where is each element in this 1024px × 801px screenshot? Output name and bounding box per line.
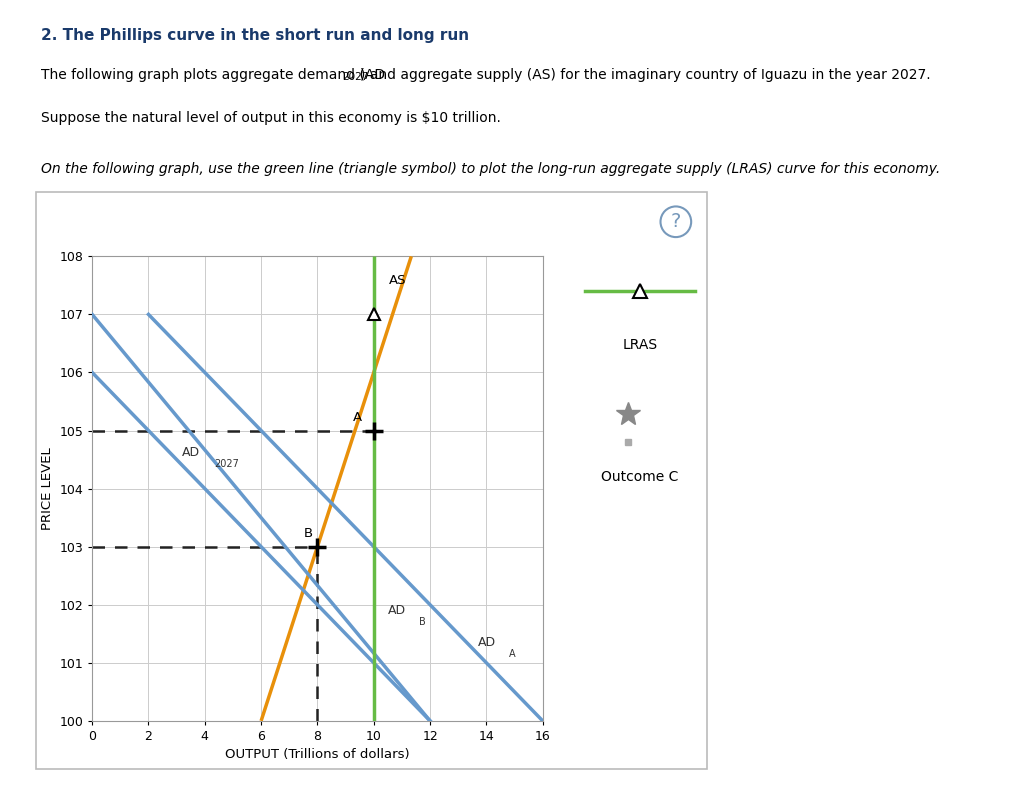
Text: AD: AD (388, 604, 406, 617)
Text: Outcome C: Outcome C (601, 470, 679, 484)
Text: B: B (419, 618, 426, 627)
Text: AD: AD (478, 636, 496, 649)
Text: 2027: 2027 (215, 459, 240, 469)
Text: 2. The Phillips curve in the short run and long run: 2. The Phillips curve in the short run a… (41, 28, 469, 43)
Text: ?: ? (671, 212, 681, 231)
X-axis label: OUTPUT (Trillions of dollars): OUTPUT (Trillions of dollars) (225, 748, 410, 762)
Text: AD: AD (182, 446, 201, 459)
Text: AS: AS (389, 274, 407, 287)
Text: Suppose the natural level of output in this economy is $10 trillion.: Suppose the natural level of output in t… (41, 111, 501, 124)
Text: 2027: 2027 (342, 72, 369, 82)
Text: A: A (353, 411, 362, 424)
Text: A: A (509, 649, 515, 659)
Text: On the following graph, use the green line (triangle symbol) to plot the long-ru: On the following graph, use the green li… (41, 162, 940, 175)
Text: LRAS: LRAS (623, 338, 657, 352)
Y-axis label: PRICE LEVEL: PRICE LEVEL (41, 447, 53, 530)
Text: B: B (304, 527, 313, 540)
Text: ) and aggregate supply (AS) for the imaginary country of Iguazu in the year 2027: ) and aggregate supply (AS) for the imag… (360, 68, 931, 82)
Text: The following graph plots aggregate demand (AD: The following graph plots aggregate dema… (41, 68, 385, 82)
